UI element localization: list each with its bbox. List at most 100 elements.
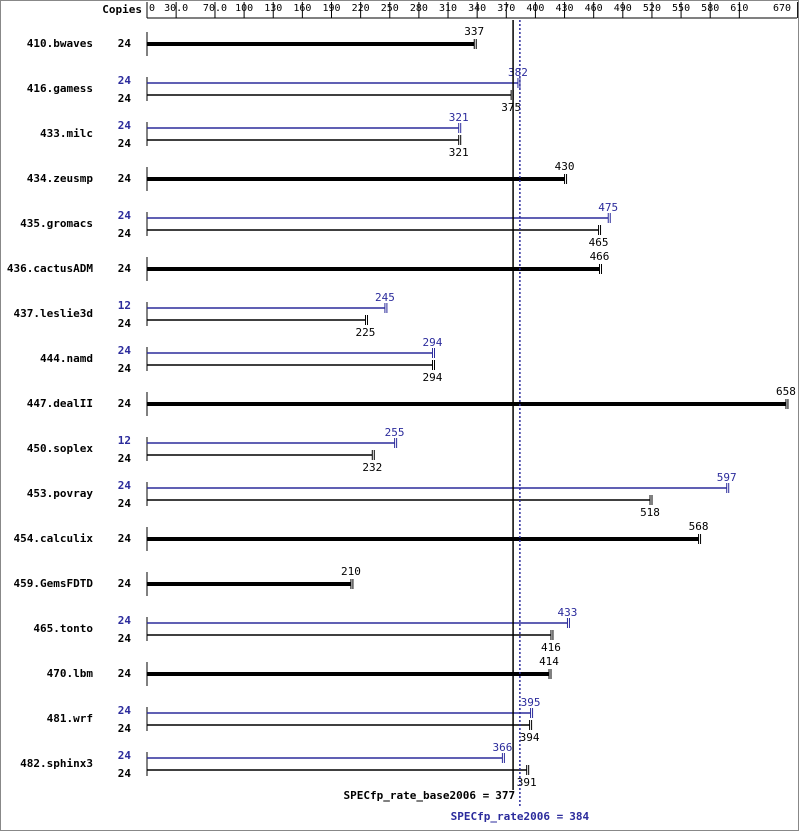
base-label: 394 (520, 731, 540, 744)
x-tick-label: 670 (773, 3, 791, 14)
value-label: 210 (341, 565, 361, 578)
base-copies: 24 (118, 227, 132, 240)
base-label: 375 (501, 101, 521, 114)
x-tick-label: 610 (730, 3, 748, 14)
peak-copies: 24 (118, 614, 132, 627)
x-tick-label: 130 (264, 3, 282, 14)
copies: 24 (118, 172, 132, 185)
base-label: 416 (541, 641, 561, 654)
peak-label: 395 (521, 696, 541, 709)
value-label: 414 (539, 655, 559, 668)
x-tick-label: 370 (497, 3, 515, 14)
peak-label: 597 (717, 471, 737, 484)
peak-label: 255 (385, 426, 405, 439)
benchmark-name: 447.dealII (27, 397, 93, 410)
base-copies: 24 (118, 632, 132, 645)
base-mean-label: SPECfp_rate_base2006 = (344, 789, 490, 802)
base-copies: 24 (118, 92, 132, 105)
x-tick-label: 490 (614, 3, 632, 14)
value-label: 466 (590, 250, 610, 263)
value-label: 658 (776, 385, 796, 398)
x-tick-label: 400 (526, 3, 544, 14)
peak-label: 321 (449, 111, 469, 124)
base-label: 294 (423, 371, 443, 384)
base-copies: 24 (118, 452, 132, 465)
copies-header: Copies (102, 3, 142, 16)
base-label: 391 (517, 776, 537, 789)
benchmark-name: 416.gamess (27, 82, 93, 95)
x-tick-label: 100 (235, 3, 253, 14)
base-copies: 24 (118, 767, 132, 780)
peak-copies: 24 (118, 344, 132, 357)
base-label: 321 (449, 146, 469, 159)
x-tick-label: 190 (322, 3, 340, 14)
x-tick-label: 280 (410, 3, 428, 14)
peak-label: 366 (492, 741, 512, 754)
base-label: 465 (589, 236, 609, 249)
value-label: 430 (555, 160, 575, 173)
x-tick-label: 30.0 (164, 3, 188, 14)
benchmark-name: 465.tonto (33, 622, 93, 635)
benchmark-name: 444.namd (40, 352, 93, 365)
base-copies: 24 (118, 137, 132, 150)
x-tick-label: 430 (556, 3, 574, 14)
x-tick-label: 220 (352, 3, 370, 14)
peak-copies: 24 (118, 704, 132, 717)
x-tick-label: 520 (643, 3, 661, 14)
benchmark-name: 454.calculix (14, 532, 94, 545)
copies: 24 (118, 577, 132, 590)
peak-mean-text: SPECfp_rate2006 = 384 (451, 810, 590, 823)
x-tick-label: 160 (293, 3, 311, 14)
peak-copies: 24 (118, 74, 132, 87)
copies: 24 (118, 262, 132, 275)
benchmark-name: 453.povray (27, 487, 94, 500)
peak-label: 475 (598, 201, 618, 214)
base-copies: 24 (118, 362, 132, 375)
peak-label: 245 (375, 291, 395, 304)
copies: 24 (118, 532, 132, 545)
peak-label: 294 (423, 336, 443, 349)
x-tick-label: 580 (701, 3, 719, 14)
benchmark-name: 436.cactusADM (7, 262, 93, 275)
benchmark-name: 433.milc (40, 127, 93, 140)
base-mean-text: SPECfp_rate_base2006 = 377 (344, 789, 516, 802)
copies: 24 (118, 667, 132, 680)
value-label: 568 (689, 520, 709, 533)
base-label: 225 (356, 326, 376, 339)
peak-copies: 24 (118, 479, 132, 492)
peak-copies: 12 (118, 299, 131, 312)
benchmark-name: 470.lbm (47, 667, 94, 680)
benchmark-name: 410.bwaves (27, 37, 93, 50)
base-mean-value: 377 (495, 789, 515, 802)
peak-mean-label: SPECfp_rate2006 = (451, 810, 564, 823)
peak-copies: 24 (118, 209, 132, 222)
benchmark-name: 434.zeusmp (27, 172, 94, 185)
peak-mean-value: 384 (569, 810, 589, 823)
peak-copies: 12 (118, 434, 131, 447)
base-copies: 24 (118, 722, 132, 735)
benchmark-name: 459.GemsFDTD (14, 577, 94, 590)
benchmark-name: 450.soplex (27, 442, 94, 455)
base-label: 518 (640, 506, 660, 519)
benchmark-name: 435.gromacs (20, 217, 93, 230)
x-tick-label: 310 (439, 3, 457, 14)
benchmark-name: 437.leslie3d (14, 307, 93, 320)
value-label: 337 (464, 25, 484, 38)
x-tick-label: 340 (468, 3, 486, 14)
x-tick-label: 0 (149, 3, 155, 14)
base-copies: 24 (118, 317, 132, 330)
peak-copies: 24 (118, 119, 132, 132)
x-tick-label: 550 (672, 3, 690, 14)
x-tick-label: 460 (585, 3, 603, 14)
peak-copies: 24 (118, 749, 132, 762)
benchmark-name: 482.sphinx3 (20, 757, 93, 770)
peak-label: 433 (558, 606, 578, 619)
base-label: 232 (362, 461, 382, 474)
copies: 24 (118, 37, 132, 50)
base-copies: 24 (118, 497, 132, 510)
x-tick-label: 250 (381, 3, 399, 14)
copies: 24 (118, 397, 132, 410)
benchmark-name: 481.wrf (47, 712, 93, 725)
